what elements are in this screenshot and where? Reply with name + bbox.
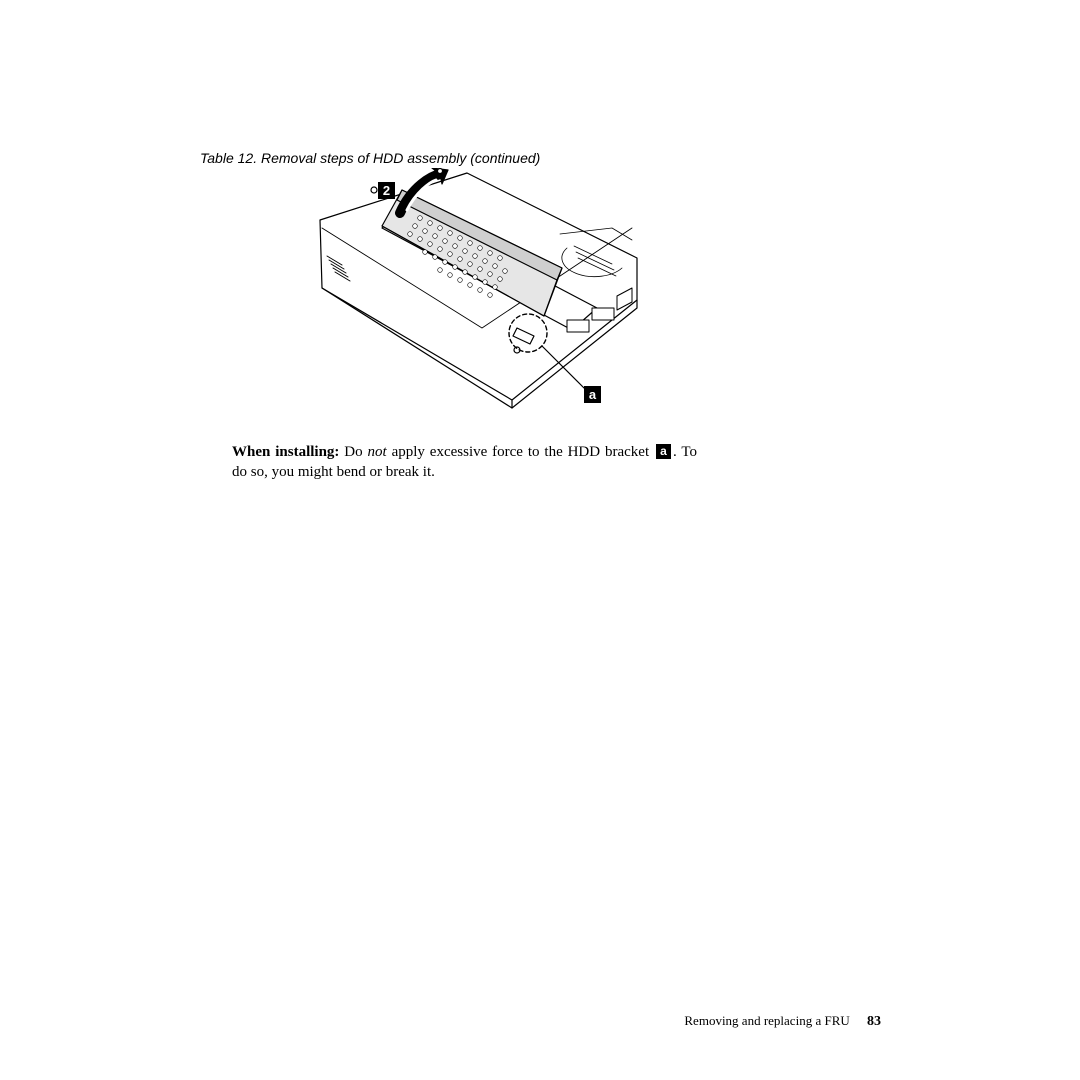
manual-page: Table 12. Removal steps of HDD assembly … [0,0,1080,1080]
note-not: not [368,444,387,460]
footer-section: Removing and replacing a FRU [684,1013,849,1028]
callout-point-a: a [584,386,601,403]
hdd-removal-illustration: 2 a [312,168,642,418]
installation-note: When installing: Do not apply excessive … [232,442,697,483]
note-lead: When installing: [232,444,339,460]
note-text-1a: Do [339,444,367,460]
page-number: 83 [867,1014,881,1029]
inline-callout-a: a [656,444,671,459]
table-caption: Table 12. Removal steps of HDD assembly … [200,150,540,166]
page-footer: Removing and replacing a FRU 83 [684,1013,881,1030]
callout-step-2: 2 [378,182,395,199]
note-text-1b: apply excessive force to the HDD bracket [387,444,654,460]
